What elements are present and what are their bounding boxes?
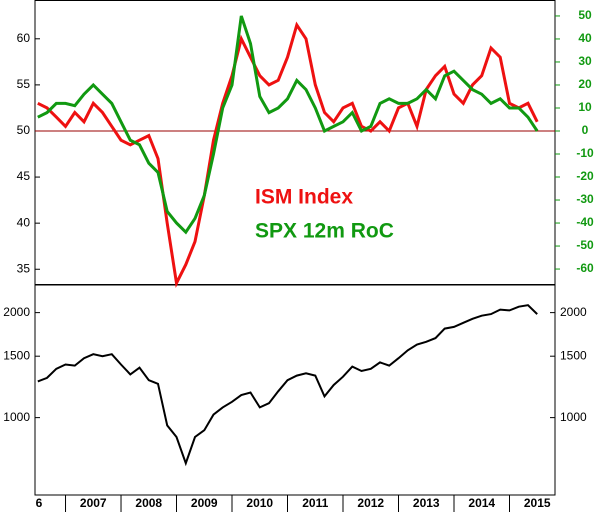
y-tick-label: 50	[17, 123, 31, 137]
y-tick-label: 40	[17, 215, 31, 229]
y2-tick-label: 40	[578, 31, 592, 45]
y2-tick-label: 50	[578, 8, 592, 22]
x-tick-label: 2015	[524, 496, 551, 510]
y-tick-label: 60	[17, 31, 31, 45]
x-tick-label: 2013	[413, 496, 440, 510]
x-tick-label: 6	[36, 496, 43, 510]
x-tick-label: 2012	[357, 496, 384, 510]
y2-tick-label: -60	[576, 261, 594, 275]
x-tick-label: 2009	[191, 496, 218, 510]
series-line	[37, 304, 538, 467]
x-tick-label: 2010	[246, 496, 273, 510]
x-tick-label: 2008	[135, 496, 162, 510]
y-tick-label: 55	[17, 77, 31, 91]
y-tick-label: 2000	[3, 305, 30, 319]
series-line	[37, 21, 539, 288]
x-tick-label: 2011	[302, 496, 328, 510]
y-tick-label: 45	[17, 169, 31, 183]
y2-tick-label: -10	[576, 146, 594, 160]
y2-tick-label: -50	[576, 238, 594, 252]
y-tick-label: 35	[17, 261, 31, 275]
y-tick-label-right: 1500	[560, 348, 587, 362]
legend-entry: ISM Index	[255, 186, 353, 209]
y-tick-label: 1500	[3, 348, 30, 362]
legend-entry: SPX 12m RoC	[255, 220, 394, 243]
y-tick-label-right: 2000	[560, 305, 587, 319]
series-line	[37, 15, 539, 235]
x-tick-label: 2014	[468, 496, 495, 510]
y2-tick-label: -30	[576, 192, 594, 206]
y2-tick-label: -20	[576, 169, 594, 183]
y-tick-label: 1000	[3, 410, 30, 424]
y2-tick-label: 20	[578, 77, 592, 91]
y2-tick-label: 30	[578, 54, 592, 68]
y2-tick-label: 10	[578, 100, 592, 114]
y2-tick-label: -40	[576, 215, 594, 229]
x-tick-label: 2007	[80, 496, 107, 510]
y-tick-label-right: 1000	[560, 410, 587, 424]
y2-tick-label: 0	[582, 123, 589, 137]
